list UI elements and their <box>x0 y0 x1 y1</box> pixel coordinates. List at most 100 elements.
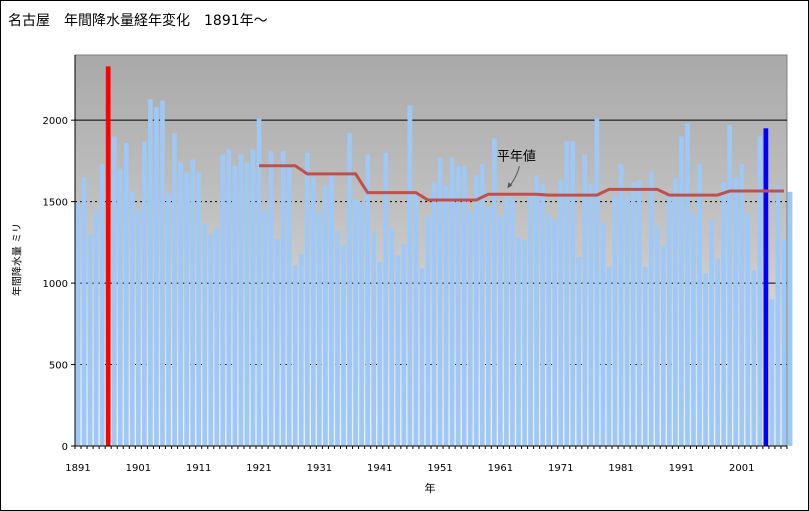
bar-1937 <box>353 199 358 446</box>
bar-1894 <box>93 209 99 446</box>
bar-1896 <box>105 66 111 446</box>
bar-1916 <box>226 149 232 446</box>
bar-2006 <box>769 299 775 446</box>
y-tick-label: 500 <box>49 361 68 372</box>
bar-1981 <box>618 164 624 446</box>
bar-1988 <box>660 245 666 446</box>
bar-1908 <box>178 162 183 446</box>
bar-1928 <box>298 253 304 446</box>
bar-1999 <box>727 125 733 446</box>
bar-1945 <box>401 243 407 446</box>
bar-1982 <box>624 195 630 446</box>
x-tick-label: 1891 <box>65 463 90 474</box>
bar-1929 <box>304 152 310 446</box>
bar-1993 <box>691 214 696 446</box>
y-tick-label: 1000 <box>43 279 68 290</box>
bar-1902 <box>142 141 147 447</box>
x-tick-label: 2001 <box>729 463 754 474</box>
bar-1940 <box>371 232 377 446</box>
bar-1960 <box>492 138 497 446</box>
bar-1967 <box>534 175 539 446</box>
bar-1907 <box>172 133 177 446</box>
bar-1942 <box>383 152 389 446</box>
bar-2004 <box>757 136 763 447</box>
bar-1897 <box>111 136 117 447</box>
bar-1990 <box>673 178 678 447</box>
x-tick-label: 1901 <box>126 463 151 474</box>
bar-1991 <box>679 136 684 447</box>
bar-1927 <box>292 265 298 446</box>
bar-1900 <box>129 191 135 446</box>
bar-1963 <box>510 198 515 446</box>
bar-1925 <box>280 151 286 446</box>
bar-1975 <box>582 154 588 447</box>
bar-1983 <box>630 182 636 446</box>
bar-1912 <box>202 224 208 446</box>
bar-1913 <box>208 234 214 446</box>
y-tick-label: 1500 <box>43 198 68 209</box>
bar-2003 <box>751 270 757 446</box>
bar-1949 <box>425 216 431 446</box>
x-tick-label: 1981 <box>608 463 633 474</box>
x-tick-label: 1921 <box>246 463 271 474</box>
x-tick-label: 1931 <box>307 463 332 474</box>
bar-2009 <box>787 191 793 446</box>
x-tick-label: 1911 <box>186 463 211 474</box>
bar-1931 <box>317 213 322 446</box>
bar-2001 <box>739 164 745 446</box>
annotation-label: 平年値 <box>497 148 536 164</box>
bar-1968 <box>540 183 545 446</box>
bar-1966 <box>528 195 533 446</box>
chart-title: 名古屋 年間降水量経年変化 1891年～ <box>8 13 268 29</box>
bar-1946 <box>407 105 413 447</box>
bar-2007 <box>775 185 781 447</box>
bar-2002 <box>745 214 751 446</box>
bar-1950 <box>431 182 437 446</box>
bar-1955 <box>461 165 467 447</box>
y-tick-label: 0 <box>62 442 68 453</box>
bar-1994 <box>697 164 702 446</box>
bar-1956 <box>467 211 473 446</box>
bar-1939 <box>365 154 370 447</box>
bar-1930 <box>310 177 316 446</box>
bar-1997 <box>715 258 720 446</box>
bar-1922 <box>262 209 268 446</box>
bar-1944 <box>395 255 401 446</box>
bar-1969 <box>546 214 552 446</box>
bar-1965 <box>522 240 527 446</box>
bar-1958 <box>479 164 485 446</box>
bar-1998 <box>721 182 726 446</box>
bar-1996 <box>709 219 714 446</box>
bar-1893 <box>87 234 93 446</box>
bar-1903 <box>148 98 153 447</box>
bar-1915 <box>220 154 226 447</box>
x-tick-label: 1971 <box>548 463 573 474</box>
bar-1904 <box>154 107 159 446</box>
bar-1972 <box>564 141 570 447</box>
x-axis-label: 年 <box>424 482 436 495</box>
y-tick-label: 2000 <box>43 116 68 127</box>
bar-1934 <box>335 230 340 446</box>
bar-2008 <box>781 239 787 446</box>
bar-1899 <box>123 142 129 446</box>
annotation-arrowhead <box>507 182 513 189</box>
bar-1905 <box>160 100 165 446</box>
bar-1914 <box>214 227 220 446</box>
bar-1919 <box>244 162 250 446</box>
bar-1957 <box>473 175 479 446</box>
bar-1921 <box>256 118 262 446</box>
bar-1974 <box>576 257 582 446</box>
bar-1979 <box>606 266 612 446</box>
bar-1954 <box>455 165 461 447</box>
bar-1933 <box>329 173 334 446</box>
bar-1943 <box>389 229 395 446</box>
bar-1909 <box>184 172 189 447</box>
bar-1901 <box>136 209 141 446</box>
bar-1978 <box>600 222 606 446</box>
bar-1964 <box>516 237 521 446</box>
bar-1973 <box>570 141 576 447</box>
bar-1953 <box>449 157 455 446</box>
bar-1992 <box>685 123 690 447</box>
bar-1962 <box>504 196 509 446</box>
